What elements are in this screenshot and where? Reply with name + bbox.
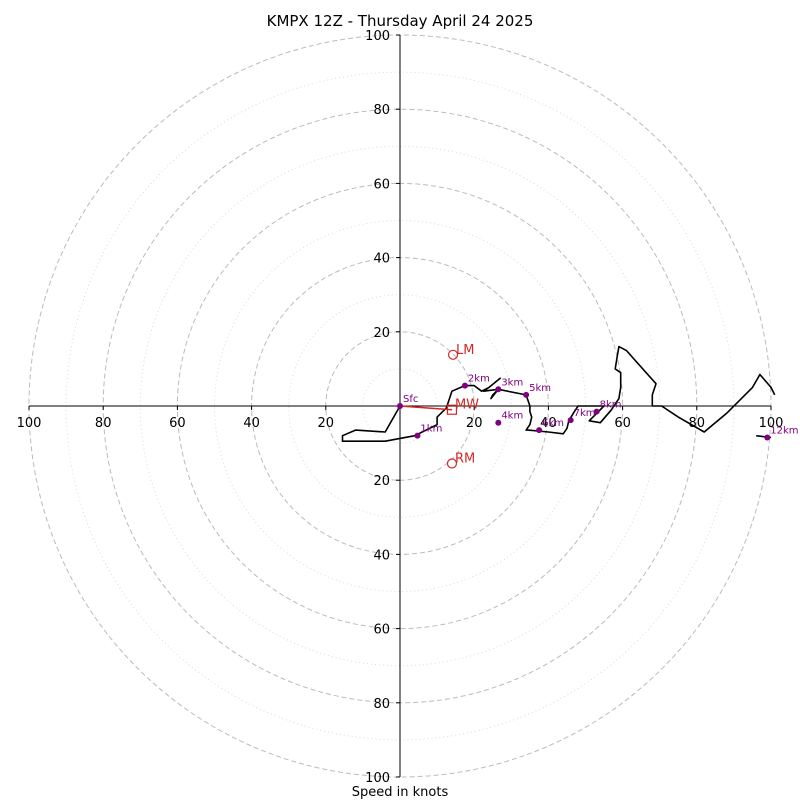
height-marker-sfc <box>397 403 403 409</box>
height-label-2km: 2km <box>468 374 490 385</box>
height-label-6km: 6km <box>542 418 564 429</box>
height-marker-7km <box>567 417 574 424</box>
height-marker-3km <box>495 386 502 393</box>
storm-motion-lm <box>447 349 459 360</box>
height-label-sfc: Sfc <box>403 394 418 405</box>
x-axis-label: Speed in knots <box>352 785 449 800</box>
y-tick-label: 40 <box>373 252 390 267</box>
height-label-4km: 4km <box>501 411 523 422</box>
height-label-1km: 1km <box>420 424 442 435</box>
motion-group: LM MW RM <box>446 343 479 469</box>
height-marker-12km <box>764 434 771 441</box>
marker-group: Sfc 1km 2km 3km 4km 5km 6km 7km 8km 12km <box>397 374 799 441</box>
height-marker-4km <box>495 419 502 426</box>
y-tick-label: 40 <box>373 548 390 563</box>
x-tick-label: 20 <box>466 416 483 431</box>
x-tick-label: 40 <box>540 416 557 431</box>
storm-motion-mw <box>446 404 458 415</box>
y-tick-label: 80 <box>373 103 390 118</box>
y-tick-label: 20 <box>373 474 390 489</box>
y-tick-label: 100 <box>365 771 390 786</box>
tick-group: 100 80 60 40 20 20 40 60 80 100 100 80 60 40 20 20 40 60 8… <box>17 29 784 786</box>
y-tick-label: 80 <box>373 697 390 712</box>
y-tick-label: 60 <box>373 623 390 638</box>
height-marker-1km <box>414 432 421 439</box>
x-tick-label: 100 <box>17 416 42 431</box>
y-tick-label: 60 <box>373 177 390 192</box>
height-marker-2km <box>461 382 468 389</box>
x-tick-label: 100 <box>759 416 784 431</box>
x-tick-label: 40 <box>243 416 260 431</box>
height-marker-8km <box>593 408 600 415</box>
y-tick-label: 100 <box>365 29 390 44</box>
storm-motion-rm <box>446 458 458 469</box>
mean-wind-vector <box>399 405 452 411</box>
height-label-3km: 3km <box>501 377 523 388</box>
chart-title: KMPX 12Z - Thursday April 24 2025 <box>267 12 534 30</box>
x-tick-label: 60 <box>169 416 186 431</box>
height-label-12km: 12km <box>770 426 798 437</box>
height-marker-5km <box>523 391 530 398</box>
height-label-8km: 8km <box>600 400 622 411</box>
height-label-7km: 7km <box>574 408 596 419</box>
y-tick-label: 20 <box>373 326 390 341</box>
x-tick-label: 80 <box>95 416 112 431</box>
x-tick-label: 60 <box>614 416 631 431</box>
hodograph-line <box>341 345 776 443</box>
height-marker-6km <box>536 427 543 434</box>
storm-motion-label-rm: RM <box>455 452 475 467</box>
x-tick-label: 80 <box>689 416 706 431</box>
x-tick-label: 20 <box>318 416 335 431</box>
height-label-5km: 5km <box>529 383 551 394</box>
storm-motion-label-mw: MW <box>455 398 479 413</box>
storm-motion-label-lm: LM <box>456 343 474 358</box>
